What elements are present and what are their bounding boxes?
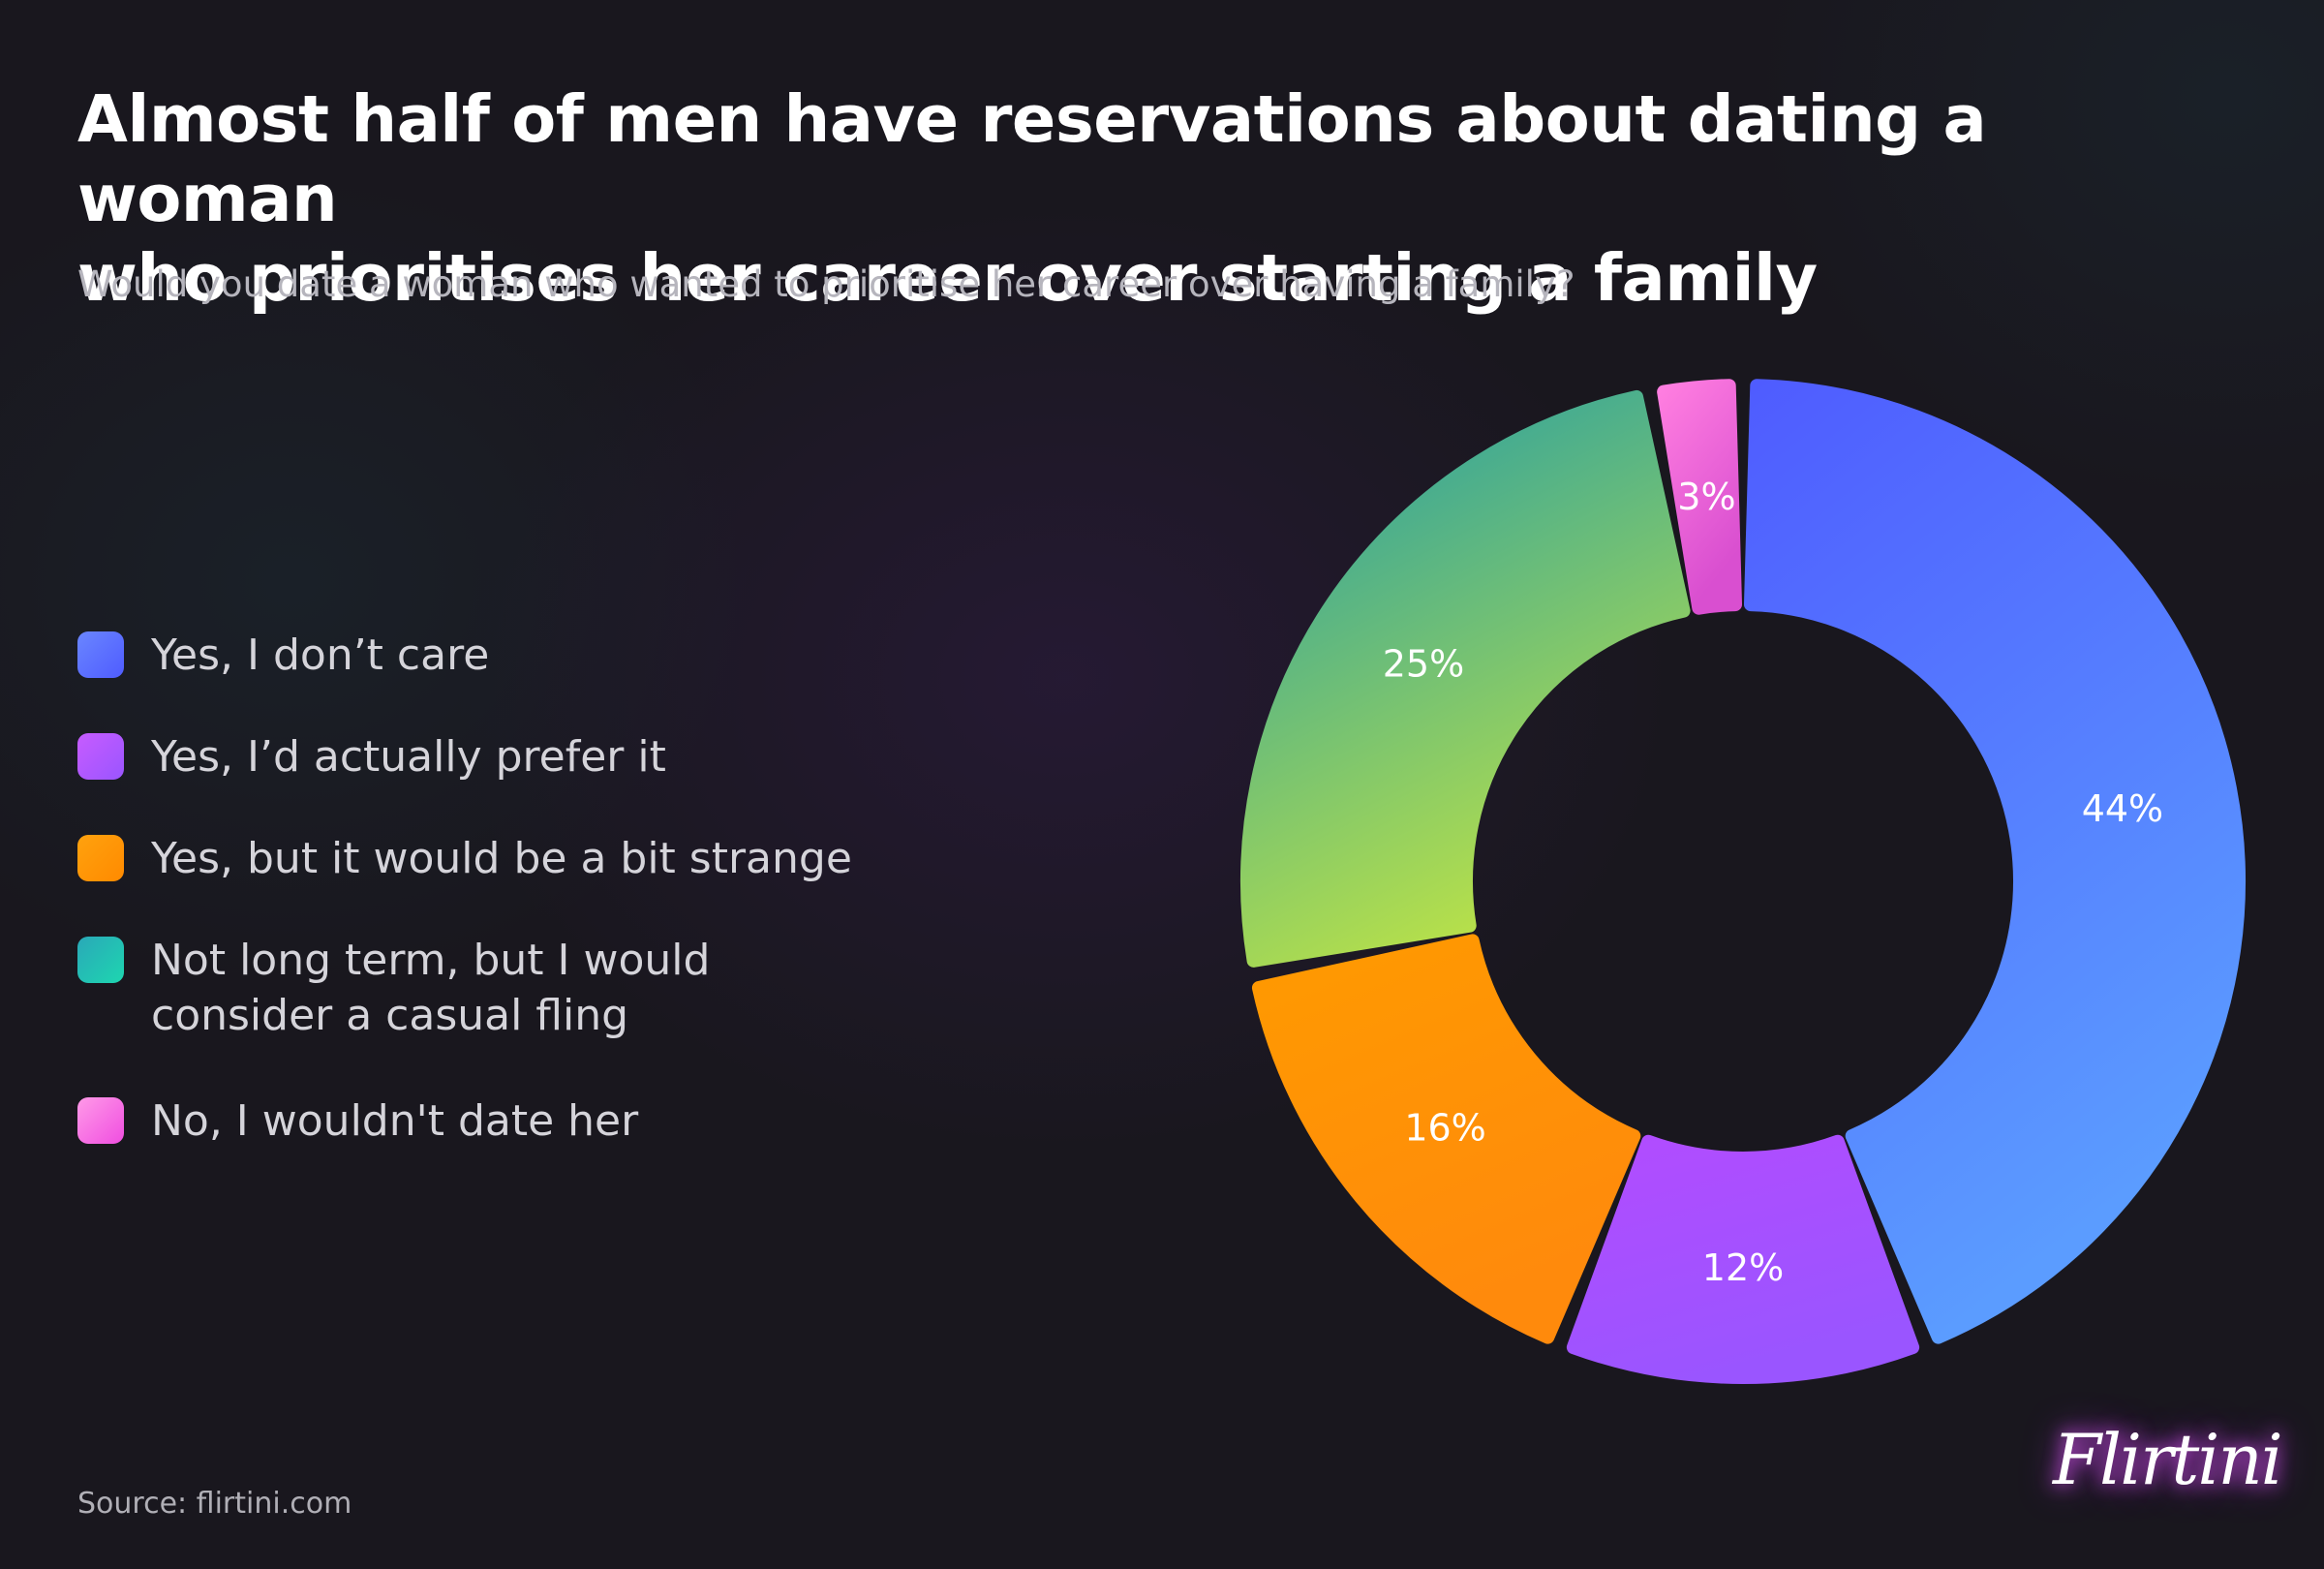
legend-swatch-blue xyxy=(77,631,124,678)
legend-swatch-orange xyxy=(77,835,124,881)
legend-label-line-1: Not long term, but I would xyxy=(151,936,711,985)
legend-label: Yes, I don’t care xyxy=(151,631,490,680)
legend: Yes, I don’t care Yes, I’d actually pref… xyxy=(77,628,930,1195)
slice-no xyxy=(1657,379,1743,615)
title-line-2: who prioritises her career over starting… xyxy=(77,240,1818,316)
slice-yes-prefer xyxy=(1566,1134,1920,1384)
slice-yes-dont-care xyxy=(1743,379,2246,1344)
legend-item-yes-strange: Yes, but it would be a bit strange xyxy=(77,831,930,886)
legend-item-yes-prefer: Yes, I’d actually prefer it xyxy=(77,729,930,784)
flirtini-logo: Flirtini xyxy=(2053,1419,2283,1525)
chart-title: Almost half of men have reservations abo… xyxy=(77,79,2247,318)
source-note: Source: flirtini.com xyxy=(77,1487,352,1521)
legend-item-casual-fling: Not long term, but I would consider a ca… xyxy=(77,933,930,1043)
data-label-casual-fling: 25% xyxy=(1383,643,1464,686)
legend-label: No, I wouldn't date her xyxy=(151,1096,639,1146)
data-label-no: 3% xyxy=(1677,476,1735,518)
legend-item-no: No, I wouldn't date her xyxy=(77,1093,930,1149)
slice-yes-strange xyxy=(1251,934,1641,1344)
donut-chart: 44% 12% 16% 25% 3% xyxy=(1240,379,2246,1384)
legend-swatch-pink xyxy=(77,1097,124,1144)
title-line-1: Almost half of men have reservations abo… xyxy=(77,81,1987,236)
legend-label: Yes, but it would be a bit strange xyxy=(151,834,852,883)
slice-casual-fling xyxy=(1240,389,1691,968)
data-label-yes-strange: 16% xyxy=(1404,1106,1485,1149)
legend-swatch-purple xyxy=(77,733,124,780)
chart-subtitle: Would you date a woman who wanted to pri… xyxy=(77,263,1575,305)
legend-item-yes-dont-care: Yes, I don’t care xyxy=(77,628,930,683)
data-label-yes-prefer: 12% xyxy=(1702,1246,1784,1289)
legend-label: Yes, I’d actually prefer it xyxy=(151,732,666,782)
legend-label-line-2: consider a casual fling xyxy=(151,991,629,1040)
data-label-yes-dont-care: 44% xyxy=(2082,787,2163,830)
legend-swatch-teal xyxy=(77,937,124,983)
logo-text: Flirtini xyxy=(2053,1419,2283,1500)
